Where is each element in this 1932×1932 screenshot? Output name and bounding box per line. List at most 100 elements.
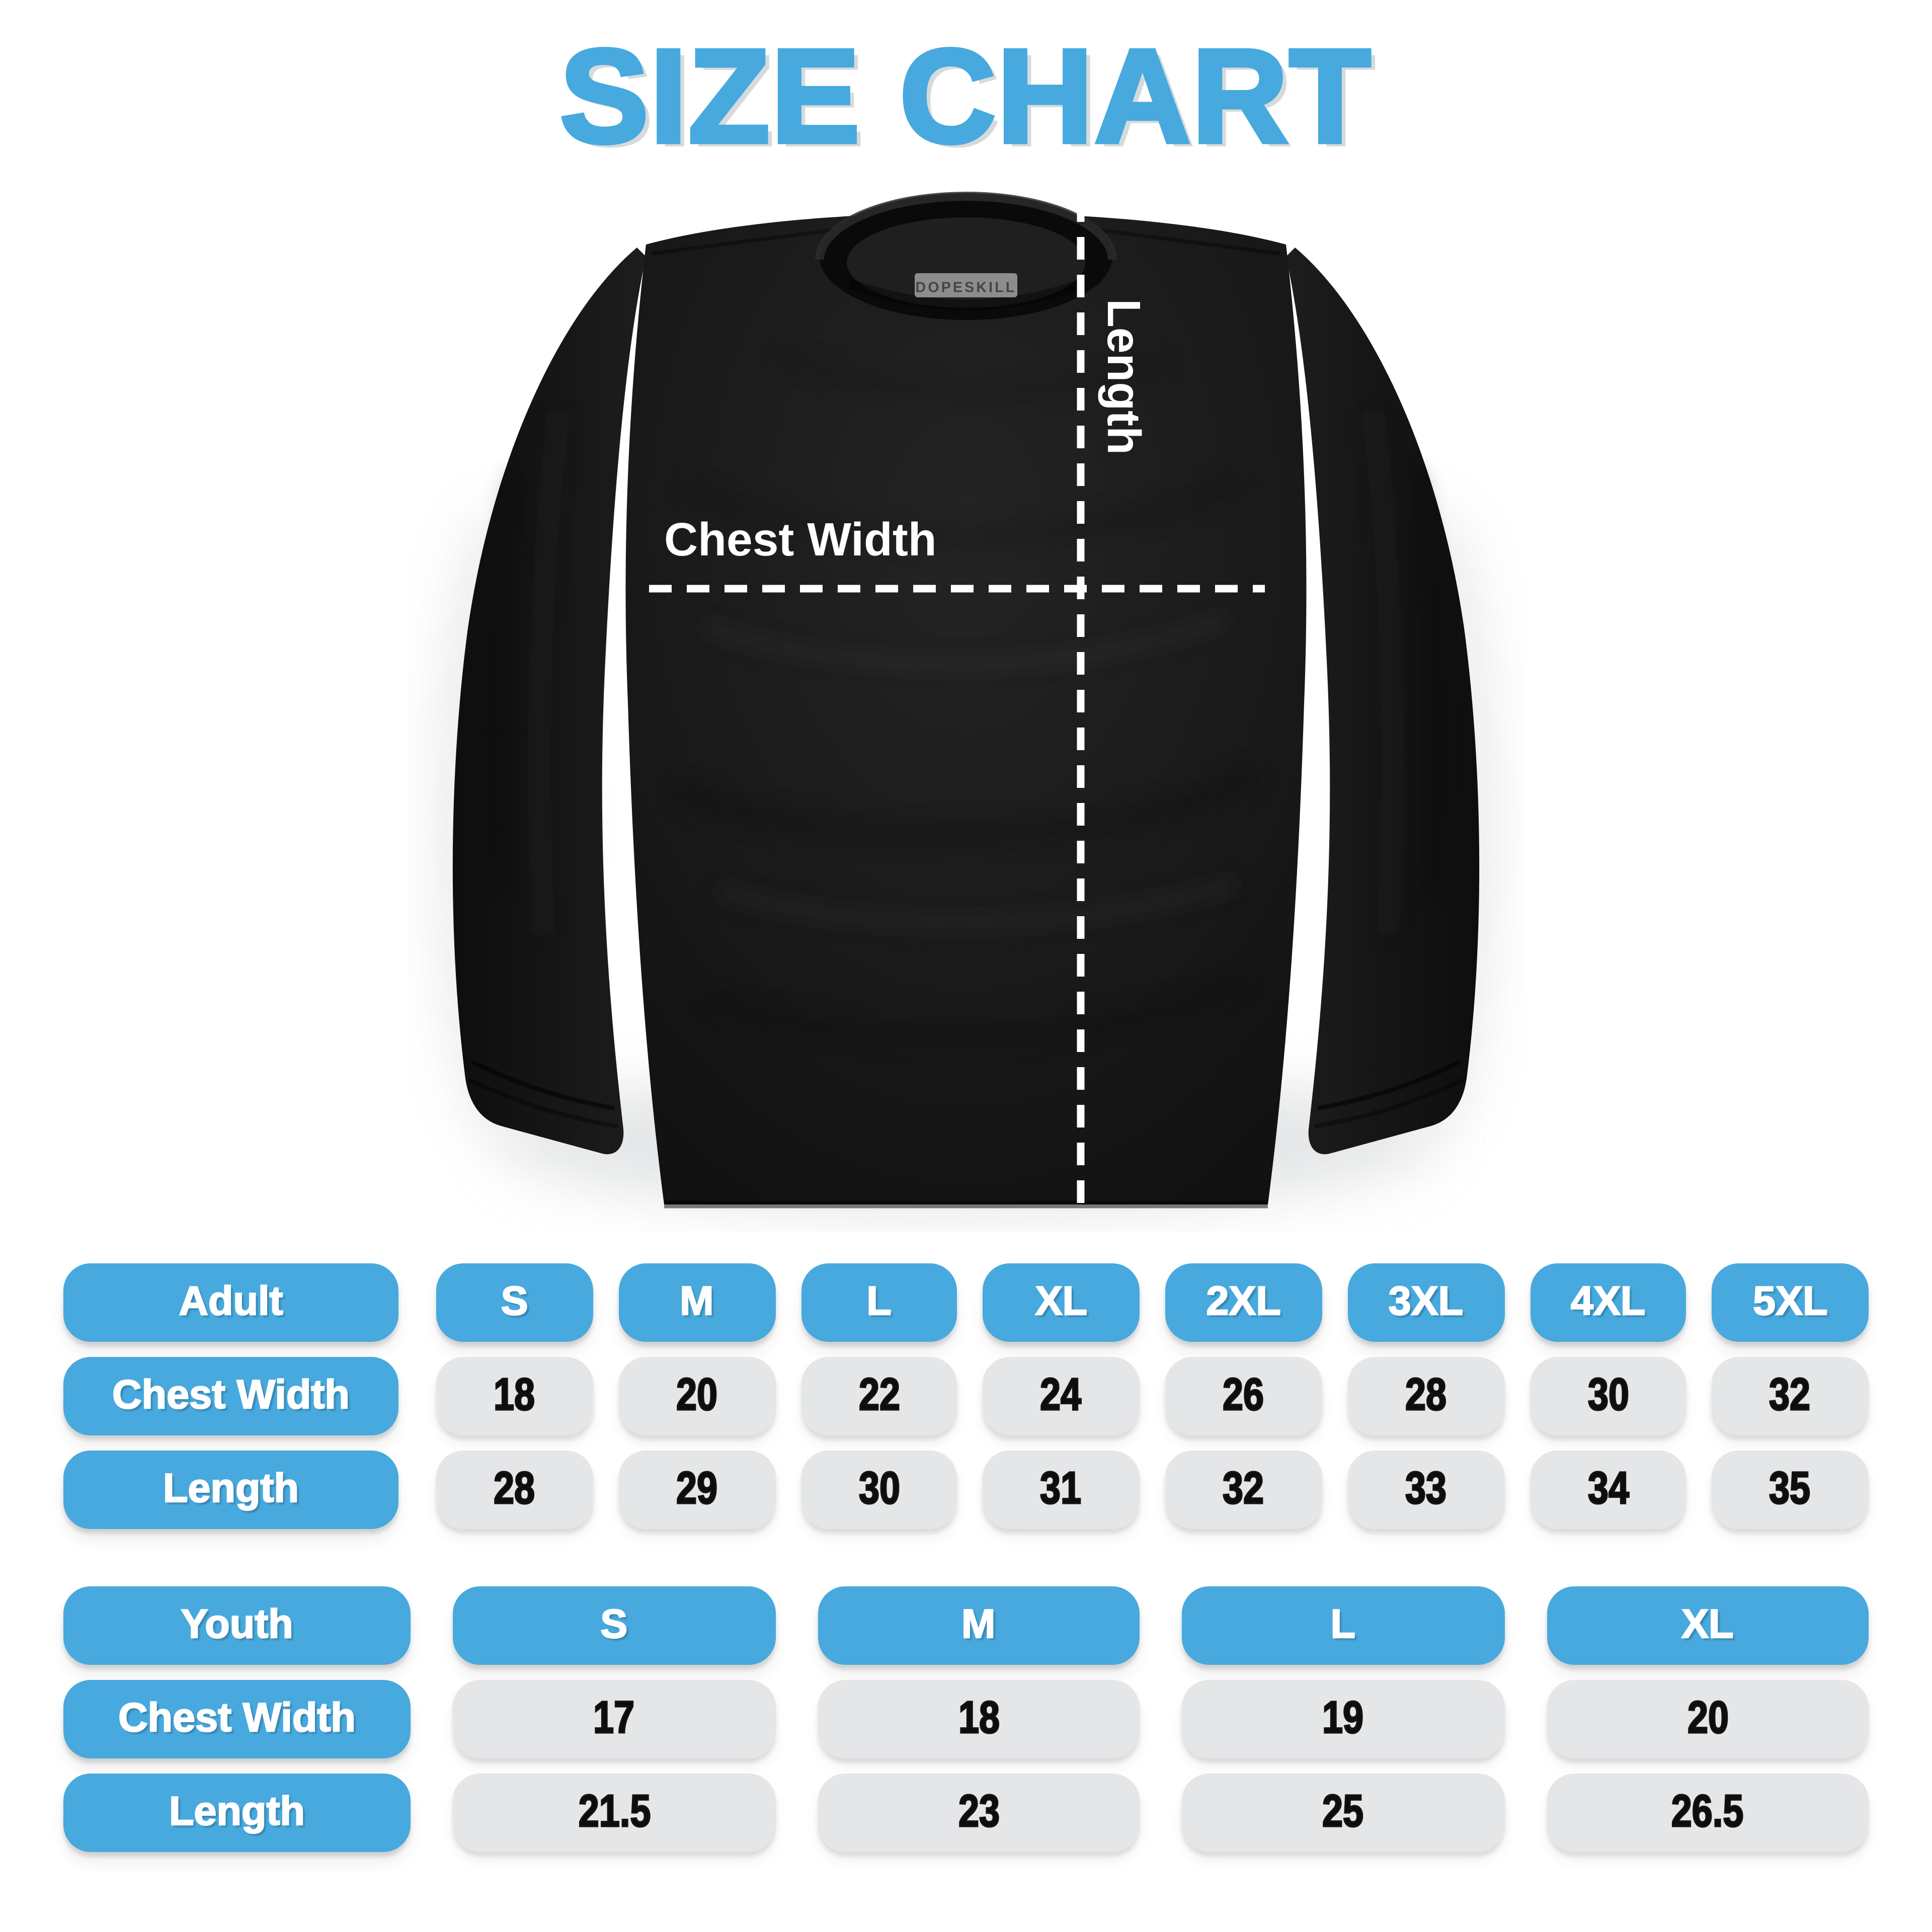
cell-value-text: 17 [593, 1692, 635, 1743]
youth-chest-width-cell-s: 17 [453, 1679, 775, 1758]
cell-value-text: 26.5 [1671, 1786, 1744, 1837]
cell-value-text: 19 [1322, 1692, 1364, 1743]
youth-size-header-s: S [453, 1585, 775, 1664]
adult-chest-width-cell-m: 20 [618, 1356, 775, 1435]
adult-header-text: Adult [178, 1278, 283, 1324]
cell-value-text: 18 [957, 1692, 1000, 1743]
adult-size-header-xl: XL [983, 1262, 1140, 1341]
cell-value-text: 34 [1587, 1463, 1630, 1514]
size-header-text: M [679, 1278, 714, 1324]
youth-size-header-m: M [817, 1585, 1140, 1664]
cell-value-text: 23 [957, 1786, 1000, 1837]
page-title: SIZE CHART [558, 21, 1373, 171]
adult-length-cell-2xl: 32 [1165, 1450, 1322, 1528]
youth-length-cell-xl: 26.5 [1546, 1773, 1869, 1852]
size-tables: Adult S M L XL 2XL 3XL 4XL 5XL Chest Wid… [63, 1262, 1869, 1852]
youth-length-row-label: Length [63, 1773, 411, 1852]
cell-value-text: 24 [1040, 1369, 1083, 1420]
youth-chest-width-row-label: Chest Width [63, 1679, 411, 1758]
fabric-wrinkles [489, 346, 1443, 1051]
youth-chest-width-cell-xl: 20 [1546, 1679, 1869, 1758]
adult-chest-width-row-label: Chest Width [63, 1356, 398, 1435]
row-label-text: Chest Width [118, 1695, 356, 1741]
adult-chest-width-cell-2xl: 26 [1165, 1356, 1322, 1435]
cell-value-text: 18 [493, 1369, 536, 1420]
cell-value-text: 30 [858, 1463, 901, 1514]
cuff-seams [468, 1060, 1464, 1128]
right-sleeve [1286, 247, 1480, 1154]
cell-value-text: 21.5 [577, 1786, 651, 1837]
size-header-text: 3XL [1388, 1278, 1464, 1324]
size-header-text: 4XL [1570, 1278, 1646, 1324]
adult-length-cell-5xl: 35 [1712, 1450, 1869, 1528]
row-label-text: Chest Width [112, 1372, 350, 1418]
adult-size-table: Adult S M L XL 2XL 3XL 4XL 5XL Chest Wid… [63, 1262, 1869, 1528]
adult-size-header-s: S [436, 1262, 593, 1341]
cell-value-text: 28 [493, 1463, 536, 1514]
adult-size-header-2xl: 2XL [1165, 1262, 1322, 1341]
cell-value-text: 22 [858, 1369, 901, 1420]
cell-value-text: 31 [1040, 1463, 1083, 1514]
youth-size-header-l: L [1182, 1585, 1504, 1664]
cell-value-text: 25 [1322, 1786, 1364, 1837]
cell-value-text: 35 [1769, 1463, 1812, 1514]
chest-width-measure-label: Chest Width [664, 513, 937, 565]
row-label-text: Length [169, 1788, 305, 1834]
cell-value-text: 30 [1587, 1369, 1630, 1420]
collar [815, 191, 1117, 319]
youth-header-text: Youth [180, 1601, 294, 1647]
left-sleeve [452, 247, 646, 1154]
adult-length-row-label: Length [63, 1450, 398, 1528]
youth-size-header-xl: XL [1546, 1585, 1869, 1664]
adult-chest-width-cell-l: 22 [800, 1356, 957, 1435]
left-shoulder-seam [652, 227, 838, 255]
youth-length-cell-s: 21.5 [453, 1773, 775, 1852]
adult-header-cell: Adult [63, 1262, 398, 1341]
adult-length-cell-4xl: 34 [1530, 1450, 1686, 1528]
size-header-text: XL [1034, 1278, 1088, 1324]
adult-length-cell-xl: 31 [983, 1450, 1140, 1528]
adult-chest-width-cell-5xl: 32 [1712, 1356, 1869, 1435]
adult-length-cell-3xl: 33 [1347, 1450, 1504, 1528]
cell-value-text: 32 [1769, 1369, 1812, 1420]
adult-chest-width-cell-4xl: 30 [1530, 1356, 1686, 1435]
size-header-text: S [500, 1278, 528, 1324]
adult-size-header-m: M [618, 1262, 775, 1341]
adult-size-header-3xl: 3XL [1347, 1262, 1504, 1341]
adult-length-cell-l: 30 [800, 1450, 957, 1528]
adult-size-header-4xl: 4XL [1530, 1262, 1686, 1341]
shirt-body [625, 212, 1307, 1204]
right-shoulder-seam [1094, 227, 1280, 255]
size-header-text: 2XL [1205, 1278, 1281, 1324]
row-label-text: Length [163, 1465, 299, 1511]
cell-value-text: 20 [1686, 1692, 1729, 1743]
adult-size-header-l: L [800, 1262, 957, 1341]
cell-value-text: 29 [675, 1463, 718, 1514]
size-header-text: L [866, 1278, 892, 1324]
cell-value-text: 32 [1222, 1463, 1265, 1514]
youth-chest-width-cell-l: 19 [1182, 1679, 1504, 1758]
size-header-text: 5XL [1752, 1278, 1828, 1324]
adult-chest-width-cell-xl: 24 [983, 1356, 1140, 1435]
adult-length-cell-s: 28 [436, 1450, 593, 1528]
youth-chest-width-cell-m: 18 [817, 1679, 1140, 1758]
cell-value-text: 20 [675, 1369, 718, 1420]
size-header-text: S [600, 1601, 628, 1647]
brand-tag: DOPESKILL [915, 272, 1017, 297]
youth-size-table: Youth S M L XL Chest Width 17 18 19 20 L… [63, 1585, 1869, 1852]
cell-value-text: 26 [1222, 1369, 1265, 1420]
shirt-illustration: DOPESKILL Chest Width Length [408, 175, 1524, 1231]
youth-length-cell-l: 25 [1182, 1773, 1504, 1852]
cell-value-text: 28 [1404, 1369, 1447, 1420]
adult-chest-width-cell-3xl: 28 [1347, 1356, 1504, 1435]
size-header-text: XL [1681, 1601, 1734, 1647]
brand-tag-text: DOPESKILL [916, 279, 1017, 295]
youth-header-cell: Youth [63, 1585, 411, 1664]
size-header-text: L [1330, 1601, 1356, 1647]
youth-length-cell-m: 23 [817, 1773, 1140, 1852]
size-header-text: M [961, 1601, 996, 1647]
adult-chest-width-cell-s: 18 [436, 1356, 593, 1435]
cell-value-text: 33 [1404, 1463, 1447, 1514]
length-measure-label: Length [1098, 298, 1150, 454]
